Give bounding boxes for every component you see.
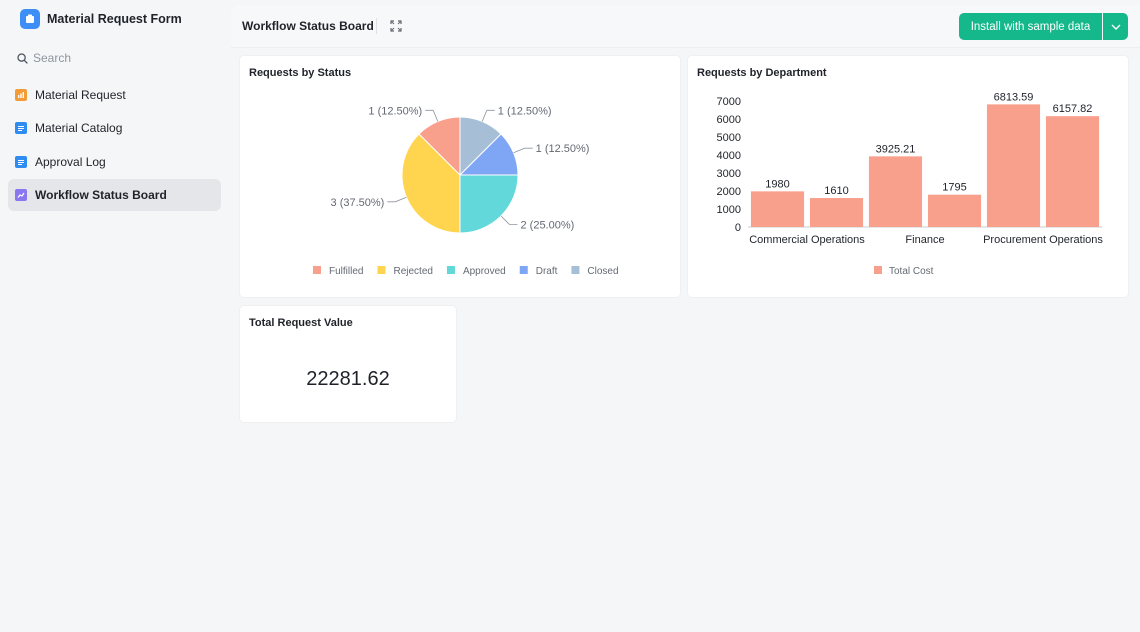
bar-data-label: 6813.59 (994, 91, 1034, 103)
search-placeholder: Search (33, 51, 72, 65)
pie-label-line (513, 147, 533, 154)
bar (927, 194, 982, 227)
bar-data-label: 1795 (942, 182, 966, 194)
y-tick-label: 6000 (717, 114, 741, 126)
legend-item: Draft (536, 266, 558, 277)
pie-slice-approved (459, 174, 519, 234)
search-icon (17, 52, 28, 64)
legend-item: Rejected (393, 266, 432, 277)
bar-data-label: 1610 (824, 185, 848, 197)
kpi-value: 22281.62 (306, 368, 390, 390)
card-title: Requests by Department (697, 67, 827, 79)
pie-data-label: 2 (25.00%) (520, 219, 574, 231)
x-tick-label: Procurement Operations (983, 234, 1103, 246)
sidebar-item-workflow-status-board[interactable]: Workflow Status Board (8, 178, 221, 211)
y-tick-label: 7000 (717, 96, 741, 108)
status-chart-card: Requests by Status 1 (12.50%) 1 (12.50%) 2… (240, 56, 680, 297)
legend-swatch (519, 266, 528, 274)
install-with-sample-data-button[interactable]: Install with sample data (959, 13, 1102, 40)
sidebar-item-label: Workflow Status Board (35, 187, 167, 202)
sidebar-item-label: Material Catalog (35, 121, 123, 136)
bar (809, 198, 864, 227)
sidebar-item-material-catalog[interactable]: Material Catalog (8, 112, 221, 144)
legend-swatch (313, 266, 321, 274)
pie-label-line (425, 109, 439, 122)
pie-data-label: 1 (12.50%) (368, 105, 422, 117)
bar (1045, 116, 1100, 227)
sidebar-item-material-request[interactable]: Material Request (8, 79, 221, 111)
department-bar-chart: 7000 6000 5000 4000 3000 2000 1000 0 1980 1610 392… (717, 91, 1104, 277)
app-header: Material Request Form (20, 8, 182, 30)
pie-data-label: 1 (12.50%) (536, 143, 590, 155)
legend-swatch (377, 266, 386, 274)
bar (986, 104, 1041, 227)
install-options-button[interactable] (1103, 13, 1128, 40)
y-tick-label: 3000 (717, 168, 741, 180)
y-tick-label: 5000 (717, 132, 741, 144)
status-pie-chart: 1 (12.50%) 1 (12.50%) 2 (25.00%) 3 (37.50%)… (313, 105, 619, 277)
app-logo-icon (20, 9, 40, 29)
legend-swatch (571, 266, 580, 274)
bar-data-label: 3925.21 (876, 143, 916, 155)
divider (376, 18, 377, 34)
x-tick-label: Commercial Operations (749, 234, 865, 246)
pie-data-label: 1 (12.50%) (498, 105, 552, 117)
chevron-down-icon (1111, 24, 1120, 30)
bar (868, 156, 923, 227)
legend-item: Closed (587, 266, 618, 277)
legend-item: Approved (463, 266, 506, 277)
app-title: Material Request Form (47, 12, 182, 26)
pie-slice-fulfilled (418, 116, 461, 177)
page-title: Workflow Status Board (242, 19, 374, 33)
bar-data-label: 1980 (765, 178, 789, 190)
pie-label-line (481, 109, 495, 122)
pie-label-line (500, 215, 518, 225)
form-icon (15, 89, 27, 101)
dashboard-icon (15, 188, 27, 201)
pie-slice-rejected (401, 133, 461, 234)
sidebar-nav: Material Request Material Catalog Approv… (8, 79, 221, 212)
x-tick-label: Finance (905, 234, 944, 246)
department-chart-card: Requests by Department 7000 6000 5000 4000 3… (688, 56, 1128, 297)
legend-swatch (874, 266, 882, 274)
total-value-card: Total Request Value 22281.62 (240, 306, 456, 422)
toolbar: Workflow Status Board Install with sampl… (231, 5, 1140, 48)
sidebar: Material Request Form Search Material Re… (0, 0, 230, 632)
y-tick-label: 4000 (717, 150, 741, 162)
main-area: Workflow Status Board Install with sampl… (231, 5, 1140, 630)
pie-data-label: 3 (37.50%) (331, 197, 385, 209)
sidebar-item-approval-log[interactable]: Approval Log (8, 146, 221, 178)
sidebar-item-label: Material Request (35, 88, 126, 102)
bar (750, 191, 805, 227)
table-icon (15, 122, 27, 135)
y-tick-label: 1000 (717, 204, 741, 216)
card-title: Requests by Status (249, 67, 352, 79)
legend-swatch (446, 266, 455, 274)
y-tick-label: 2000 (717, 186, 741, 198)
table-icon (15, 155, 27, 168)
card-title: Total Request Value (249, 317, 353, 329)
search-input[interactable]: Search (17, 50, 71, 66)
legend-item: Fulfilled (329, 266, 363, 277)
fullscreen-icon[interactable] (390, 20, 402, 32)
bar-data-label: 6157.82 (1053, 103, 1093, 115)
y-tick-label: 0 (735, 222, 741, 234)
pie-label-line (387, 196, 407, 203)
sidebar-item-label: Approval Log (35, 154, 106, 169)
legend-item: Total Cost (889, 266, 934, 277)
